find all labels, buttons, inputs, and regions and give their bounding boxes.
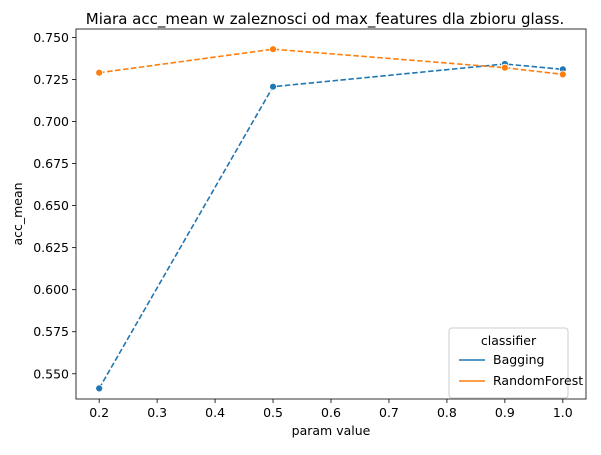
y-tick-label: 0.750 — [33, 30, 69, 45]
x-tick-label: 0.3 — [147, 405, 167, 420]
y-axis-label: acc_mean — [10, 182, 25, 245]
x-tick-label: 0.5 — [263, 405, 283, 420]
x-tick-label: 0.9 — [495, 405, 515, 420]
data-point — [95, 384, 104, 393]
x-tick-label: 1.0 — [553, 405, 573, 420]
y-tick-label: 0.675 — [33, 156, 69, 171]
y-tick-label: 0.700 — [33, 114, 69, 129]
x-axis-ticks: 0.2 0.3 0.4 0.5 0.6 0.7 0.8 0.9 1.0 — [89, 399, 573, 420]
y-axis-ticks: 0.550 0.575 0.600 0.625 0.650 0.675 0.700 0.725… — [33, 30, 76, 381]
data-point — [558, 70, 567, 79]
data-point — [269, 45, 277, 54]
chart-title: Miara acc_mean w zaleznosci od max_featu… — [86, 10, 564, 29]
data-point — [269, 82, 277, 91]
plot-frame — [75, 28, 587, 400]
x-tick-label: 0.2 — [89, 405, 109, 420]
series-line-1 — [99, 48, 563, 76]
y-tick-label: 0.575 — [33, 324, 69, 339]
y-tick-label: 0.550 — [33, 366, 69, 381]
legend-label: Bagging — [493, 352, 544, 367]
legend-title: classifier — [481, 333, 537, 348]
legend-label: RandomForest — [493, 373, 583, 388]
data-point — [95, 68, 104, 77]
y-tick-label: 0.625 — [33, 240, 69, 255]
legend: classifier Bagging RandomForest — [448, 327, 583, 399]
series-layer — [95, 45, 567, 393]
y-tick-label: 0.600 — [33, 282, 69, 297]
y-tick-label: 0.650 — [33, 198, 69, 213]
x-tick-label: 0.8 — [437, 405, 457, 420]
x-tick-label: 0.7 — [379, 405, 399, 420]
x-tick-label: 0.6 — [321, 405, 341, 420]
series-line-0 — [98, 63, 563, 389]
x-tick-label: 0.4 — [205, 405, 225, 420]
y-tick-label: 0.725 — [33, 72, 69, 87]
x-axis-label: param value — [292, 423, 371, 438]
data-point — [500, 63, 509, 72]
